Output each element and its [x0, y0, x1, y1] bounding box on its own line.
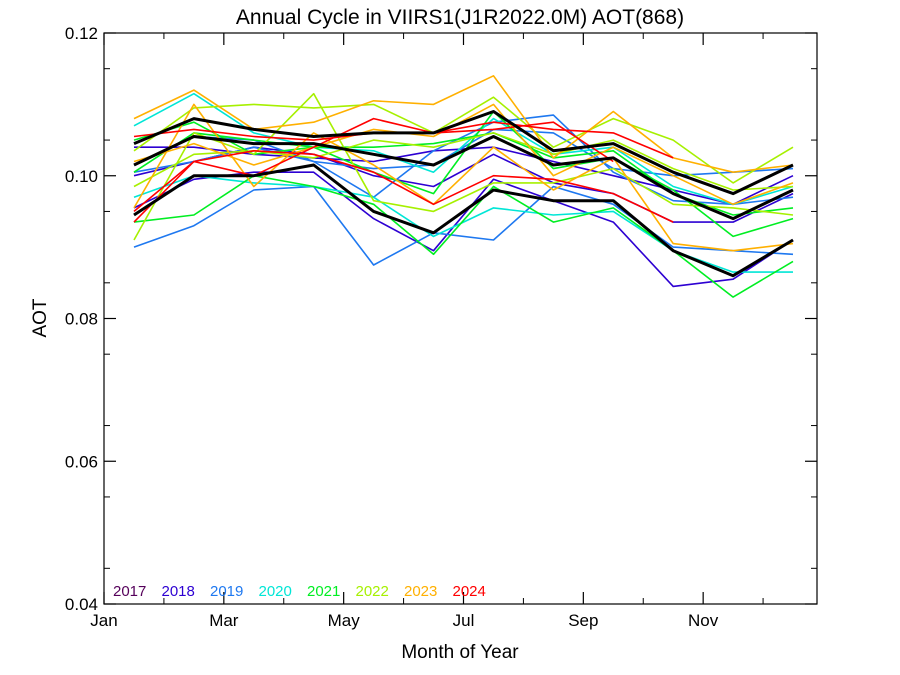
- series-line-21: [133, 110, 794, 196]
- series-line-23: [133, 163, 794, 278]
- series-line-4: [133, 185, 794, 266]
- legend-label-2019: 2019: [210, 583, 243, 600]
- series-line-13: [133, 96, 794, 184]
- series-line-9: [133, 174, 794, 298]
- y-tick-label: 0.06: [65, 452, 98, 471]
- y-tick-label: 0.10: [65, 167, 98, 186]
- x-axis-label: Month of Year: [401, 642, 519, 663]
- legend-label-2018: 2018: [162, 583, 195, 600]
- chart-title: Annual Cycle in VIIRS1(J1R2022.0M) AOT(8…: [236, 6, 684, 29]
- series-line-5: [133, 114, 794, 206]
- y-tick-label: 0.08: [65, 310, 98, 329]
- legend-label-2021: 2021: [307, 583, 340, 600]
- series-line-17: [133, 103, 794, 206]
- x-tick-label: Nov: [688, 611, 719, 630]
- legend-label-2023: 2023: [404, 583, 437, 600]
- x-tick-label: Mar: [209, 611, 239, 630]
- x-tick-label: Jan: [90, 611, 117, 630]
- legend-label-2017: 2017: [113, 583, 146, 600]
- y-tick-label: 0.12: [65, 24, 98, 43]
- legend-label-2022: 2022: [356, 583, 389, 600]
- x-tick-label: May: [328, 611, 361, 630]
- legend-label-2024: 2024: [453, 583, 486, 600]
- series-line-20: [133, 150, 674, 223]
- series-line-22: [133, 135, 794, 221]
- series-lines: [133, 75, 794, 298]
- x-tick-label: Jul: [453, 611, 475, 630]
- series-line-15: [133, 75, 794, 173]
- y-tick-label: 0.04: [65, 595, 98, 614]
- legend-label-2020: 2020: [259, 583, 292, 600]
- x-tick-label: Sep: [568, 611, 598, 630]
- series-line-14: [133, 132, 794, 191]
- axis-ticks: 0.04 0.06 0.08 0.10 0.12 Jan Mar May Jul Sep Nov: [65, 24, 817, 630]
- plot-frame: [103, 32, 818, 605]
- legend: 2017 2018 2019 2020 2021 2022 2023 2024: [113, 583, 486, 600]
- y-axis-label: AOT: [30, 298, 51, 337]
- series-line-18: [133, 117, 674, 223]
